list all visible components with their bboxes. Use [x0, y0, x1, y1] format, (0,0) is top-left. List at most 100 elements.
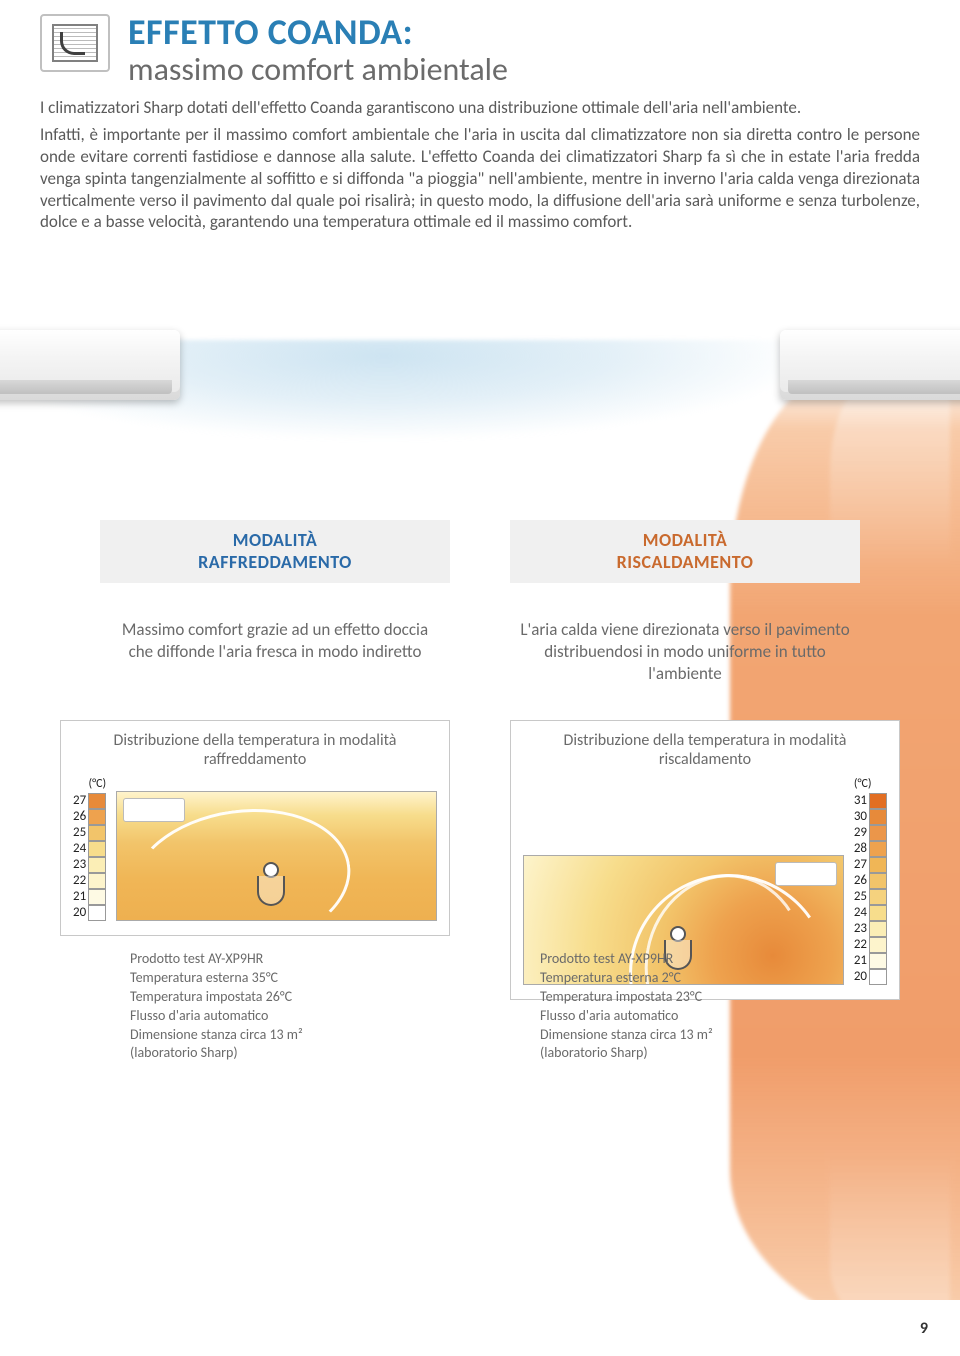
mode-label-line2: RAFFREDDAMENTO [108, 552, 442, 574]
scale-row: 30 [854, 809, 887, 825]
scale-value: 25 [73, 825, 86, 841]
cool-desc: Massimo comfort grazie ad un effetto doc… [100, 619, 450, 663]
swatch-icon [869, 793, 887, 809]
swatch-icon [869, 905, 887, 921]
swatch-icon [88, 857, 106, 873]
scale-row: 24 [854, 905, 887, 921]
warm-desc: L'aria calda viene direzionata verso il … [510, 619, 860, 685]
test-line: Temperatura esterna 2°C [540, 969, 830, 988]
swatch-icon [88, 873, 106, 889]
col-cool: MODALITÀ RAFFREDDAMENTO Massimo comfort … [100, 520, 450, 685]
scale-row: 21 [73, 889, 106, 905]
scale-row: 23 [854, 921, 887, 937]
test-line: Temperatura impostata 26°C [130, 988, 420, 1007]
scale-value: 24 [73, 841, 86, 857]
scale-unit: (°C) [854, 777, 872, 791]
scale-value: 22 [73, 873, 86, 889]
scale-unit: (°C) [88, 777, 106, 791]
dist-title-cool: Distribuzione della temperatura in modal… [73, 731, 437, 769]
scale-row: 20 [73, 905, 106, 921]
title-main: EFFETTO COANDA: [128, 10, 920, 54]
mode-label-line1: MODALITÀ [108, 530, 442, 552]
dist-title-warm: Distribuzione della temperatura in modal… [523, 731, 887, 769]
test-info-cool: Prodotto test AY-XP9HRTemperatura estern… [130, 950, 420, 1063]
temp-scale-cool: (°C) 2726252423222120 [73, 777, 106, 921]
swatch-icon [88, 793, 106, 809]
test-line: Dimensione stanza circa 13 m² [130, 1026, 420, 1045]
scale-row: 21 [854, 953, 887, 969]
test-line: Prodotto test AY-XP9HR [130, 950, 420, 969]
scale-value: 26 [73, 809, 86, 825]
scale-row: 22 [854, 937, 887, 953]
mode-columns: MODALITÀ RAFFREDDAMENTO Massimo comfort … [100, 520, 860, 685]
test-line: Dimensione stanza circa 13 m² [540, 1026, 830, 1045]
test-line: Prodotto test AY-XP9HR [540, 950, 830, 969]
scale-value: 30 [854, 809, 867, 825]
diagram-zone: MODALITÀ RAFFREDDAMENTO Massimo comfort … [0, 280, 960, 1300]
swatch-icon [88, 889, 106, 905]
dist-panel-cool: Distribuzione della temperatura in modal… [60, 720, 450, 936]
scale-value: 23 [854, 921, 867, 937]
swatch-icon [869, 841, 887, 857]
test-line: (laboratorio Sharp) [540, 1044, 830, 1063]
swatch-icon [869, 809, 887, 825]
mode-label-line1: MODALITÀ [518, 530, 852, 552]
temp-scale-warm: (°C) 313029282726252423222120 [854, 777, 887, 985]
scale-row: 26 [854, 873, 887, 889]
title-sub: massimo comfort ambientale [128, 50, 920, 89]
test-info-row: Prodotto test AY-XP9HRTemperatura estern… [130, 950, 830, 1063]
scale-value: 25 [854, 889, 867, 905]
scale-row: 31 [854, 793, 887, 809]
person-icon [251, 862, 291, 916]
scale-value: 26 [854, 873, 867, 889]
scale-row: 27 [73, 793, 106, 809]
swatch-icon [88, 809, 106, 825]
swatch-icon [88, 841, 106, 857]
swatch-icon [869, 825, 887, 841]
scale-row: 27 [854, 857, 887, 873]
scale-row: 26 [73, 809, 106, 825]
scale-row: 20 [854, 969, 887, 985]
test-line: Temperatura esterna 35°C [130, 969, 420, 988]
page: EFFETTO COANDA: massimo comfort ambienta… [0, 0, 960, 1356]
swatch-icon [869, 857, 887, 873]
swatch-icon [869, 873, 887, 889]
header: EFFETTO COANDA: massimo comfort ambienta… [40, 10, 920, 89]
test-line: Temperatura impostata 23°C [540, 988, 830, 1007]
swatch-icon [869, 889, 887, 905]
scale-value: 23 [73, 857, 86, 873]
title-block: EFFETTO COANDA: massimo comfort ambienta… [128, 10, 920, 89]
col-warm: MODALITÀ RISCALDAMENTO L'aria calda vien… [510, 520, 860, 685]
scale-value: 21 [73, 889, 86, 905]
test-info-warm: Prodotto test AY-XP9HRTemperatura estern… [540, 950, 830, 1063]
scale-value: 20 [73, 905, 86, 921]
scale-value: 21 [854, 953, 867, 969]
swatch-icon [88, 825, 106, 841]
scale-row: 25 [854, 889, 887, 905]
coanda-logo-icon [40, 14, 110, 72]
scale-row: 28 [854, 841, 887, 857]
scale-value: 31 [854, 793, 867, 809]
swatch-icon [869, 953, 887, 969]
scale-value: 24 [854, 905, 867, 921]
scale-value: 20 [854, 969, 867, 985]
scale-row: 23 [73, 857, 106, 873]
swatch-icon [869, 937, 887, 953]
swatch-icon [869, 969, 887, 985]
scale-value: 29 [854, 825, 867, 841]
scale-row: 24 [73, 841, 106, 857]
swatch-icon [88, 905, 106, 921]
mode-box-cool: MODALITÀ RAFFREDDAMENTO [100, 520, 450, 583]
test-line: (laboratorio Sharp) [130, 1044, 420, 1063]
test-line: Flusso d'aria automatico [130, 1007, 420, 1026]
scale-row: 29 [854, 825, 887, 841]
scale-value: 27 [854, 857, 867, 873]
scale-value: 22 [854, 937, 867, 953]
room-diagram-cool [116, 791, 437, 921]
intro-text: I climatizzatori Sharp dotati dell'effet… [40, 97, 920, 118]
test-line: Flusso d'aria automatico [540, 1007, 830, 1026]
scale-value: 28 [854, 841, 867, 857]
body-text: Infatti, è importante per il massimo com… [40, 124, 920, 233]
swatch-icon [869, 921, 887, 937]
page-number: 9 [920, 1319, 928, 1338]
